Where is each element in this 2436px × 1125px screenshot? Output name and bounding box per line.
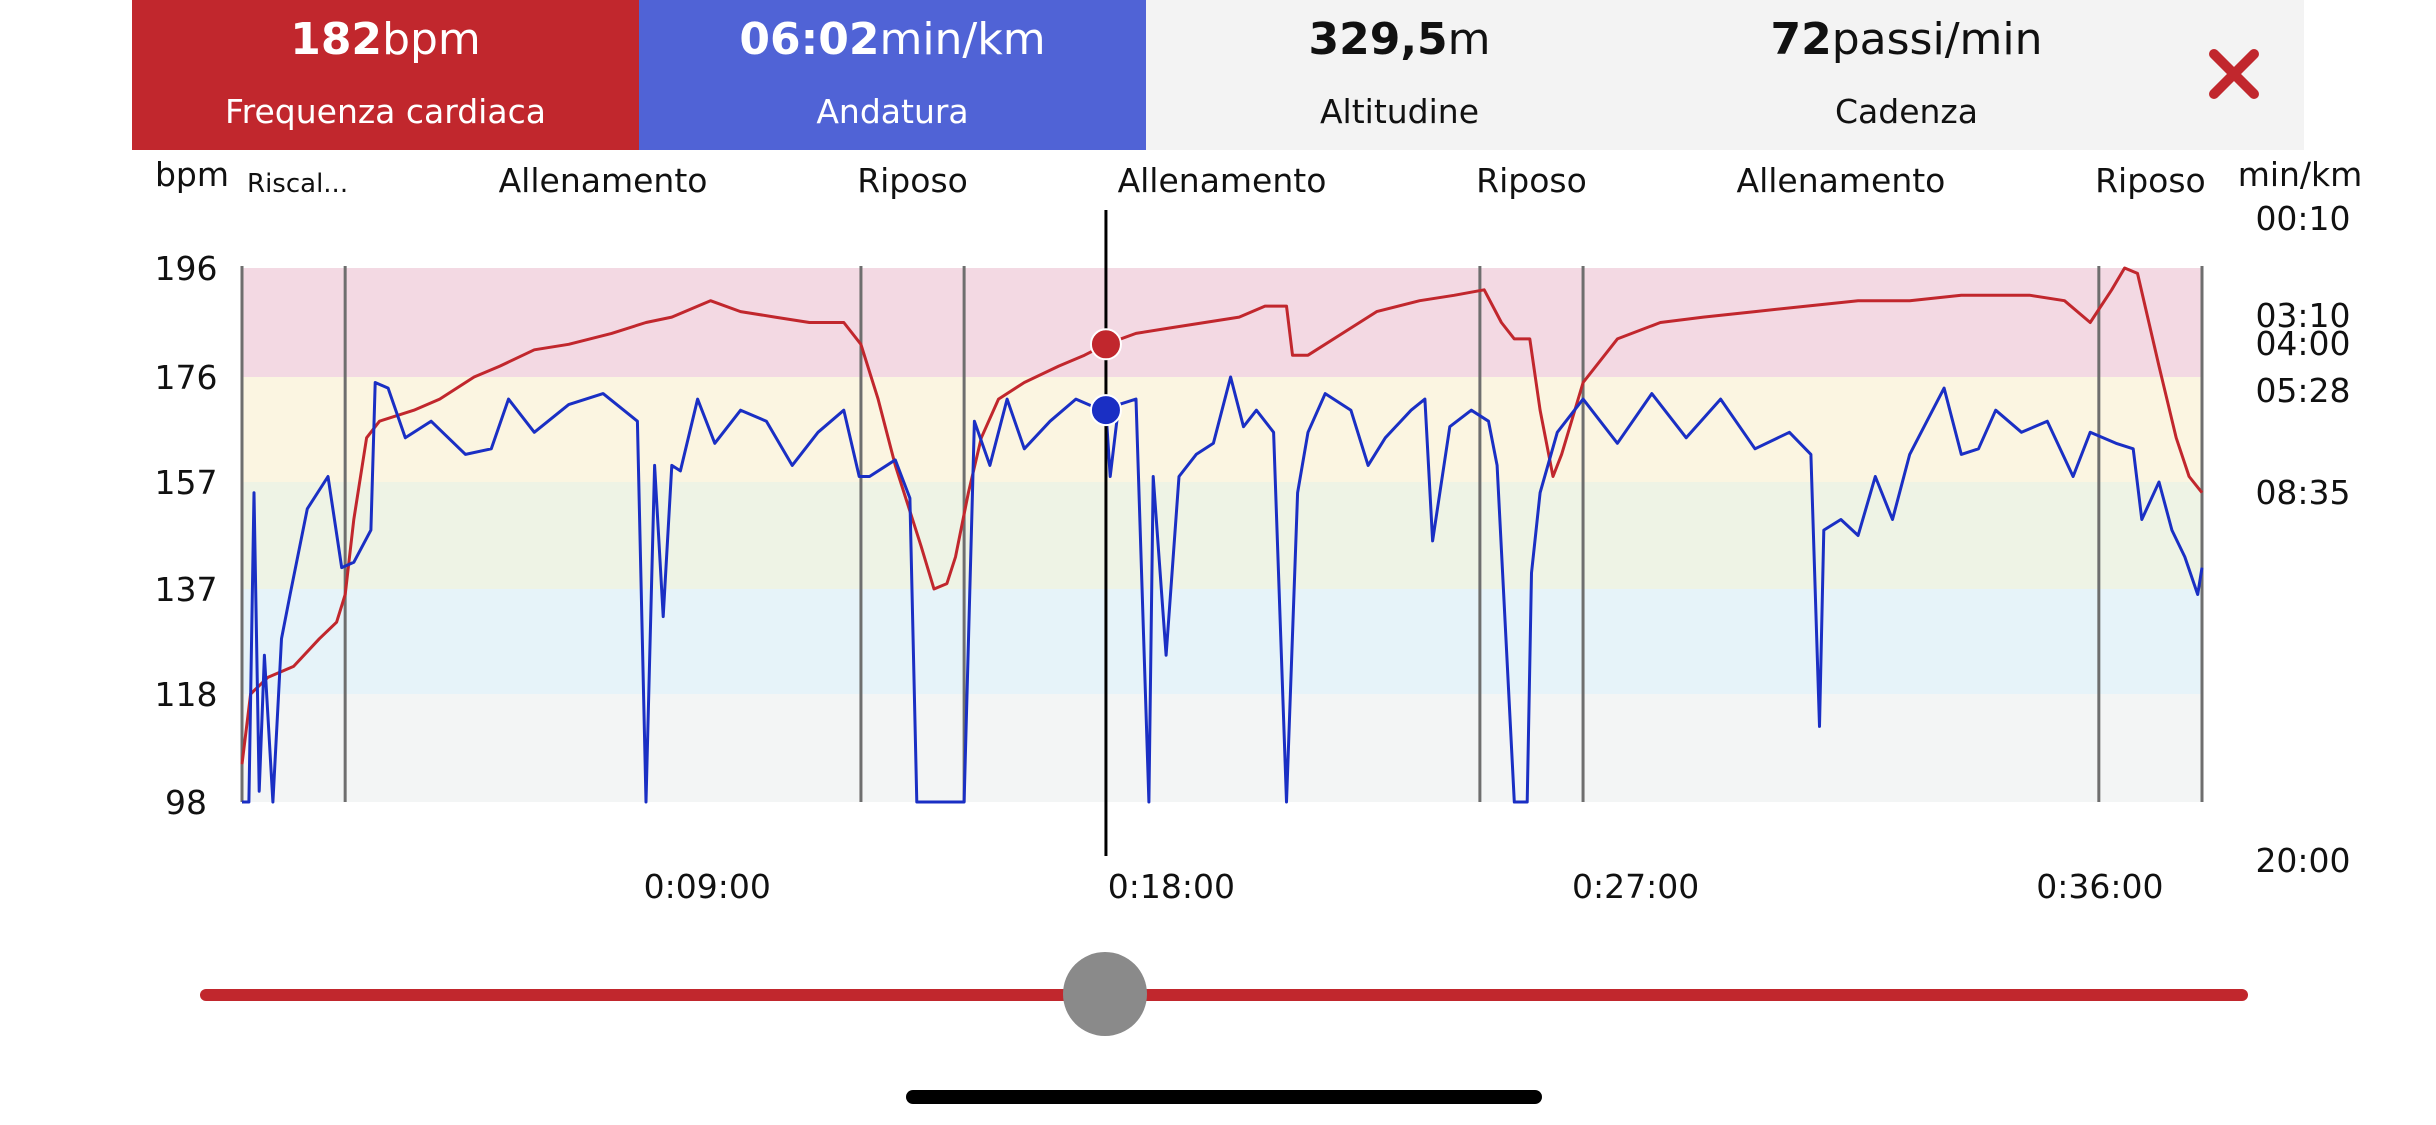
phase-label: Riposo [1476, 161, 1587, 200]
pace-tick-label: 08:35 [2255, 473, 2350, 512]
metrics-header: 182bpm Frequenza cardiaca 06:02min/km An… [132, 0, 2304, 150]
pace-tick-label: 00:10 [2255, 199, 2350, 238]
slider-track[interactable] [200, 989, 2248, 1001]
heart-rate-label: Frequenza cardiaca [225, 92, 546, 131]
pace-line [242, 375, 2204, 804]
hr-zone-band [242, 482, 2202, 589]
pace-tick-label: 20:00 [2255, 841, 2350, 880]
hr-zone-band [242, 377, 2202, 482]
time-slider[interactable] [200, 940, 2248, 1040]
bpm-tick-label: 157 [155, 463, 218, 502]
home-indicator [906, 1090, 1542, 1104]
phase-label: Allenamento [499, 161, 708, 200]
phase-label: Riscal... [247, 169, 348, 199]
pace-axis-title: min/km [2238, 155, 2363, 194]
time-tick-label: 0:09:00 [644, 867, 771, 906]
pace-value: 06:02min/km [739, 14, 1046, 65]
time-tick-label: 0:27:00 [1572, 867, 1699, 906]
phase-label: Allenamento [1737, 161, 1946, 200]
bpm-tick-label: 196 [155, 249, 218, 288]
bpm-tick-label: 118 [155, 675, 218, 714]
altitude-label: Altitudine [1319, 92, 1480, 131]
time-cursor [1089, 210, 1122, 856]
time-tick-label: 0:18:00 [1108, 867, 1235, 906]
pace-cursor-dot [1089, 394, 1122, 427]
hr-zone-bands [242, 268, 2202, 802]
pace-tile[interactable]: 06:02min/km Andatura [639, 0, 1146, 150]
cadence-value: 72passi/min [1770, 14, 2043, 65]
bpm-axis-title: bpm [155, 155, 229, 194]
close-x-icon[interactable] [2206, 46, 2262, 102]
cadence-label: Cadenza [1835, 92, 1978, 131]
phase-dividers [240, 266, 2204, 802]
phase-labels: Riscal... Allenamento Riposo Allenamento Rip… [247, 161, 2206, 200]
phase-label: Riposo [857, 161, 968, 200]
hr-zone-band [242, 589, 2202, 694]
heart-rate-value: 182bpm [290, 14, 481, 65]
altitude-value: 329,5m [1308, 14, 1491, 65]
bpm-tick-label: 98 [165, 783, 207, 822]
pace-tick-label: 05:28 [2255, 371, 2350, 410]
time-axis: 0:09:00 0:18:00 0:27:00 0:36:00 [644, 867, 2164, 906]
cadence-tile[interactable]: 72passi/min Cadenza [1653, 0, 2304, 150]
phase-label: Riposo [2095, 161, 2206, 200]
pace-tick-label: 04:00 [2255, 324, 2350, 363]
bpm-axis: bpm 196 176 157 137 118 98 [155, 155, 230, 822]
phase-label: Allenamento [1118, 161, 1327, 200]
slider-thumb[interactable] [1063, 952, 1147, 1036]
heart-rate-cursor-dot [1089, 328, 1122, 361]
altitude-tile[interactable]: 329,5m Altitudine [1146, 0, 1653, 150]
pace-tick-label: 03:10 [2255, 296, 2350, 335]
time-tick-label: 0:36:00 [2036, 867, 2163, 906]
bpm-tick-label: 176 [155, 358, 218, 397]
pace-label: Andatura [816, 92, 969, 131]
workout-chart[interactable]: Riscal... Allenamento Riposo Allenamento Rip… [0, 150, 2436, 940]
hr-zone-band [242, 694, 2202, 802]
heart-rate-tile[interactable]: 182bpm Frequenza cardiaca [132, 0, 639, 150]
bpm-tick-label: 137 [155, 570, 218, 609]
hr-zone-band [242, 268, 2202, 377]
